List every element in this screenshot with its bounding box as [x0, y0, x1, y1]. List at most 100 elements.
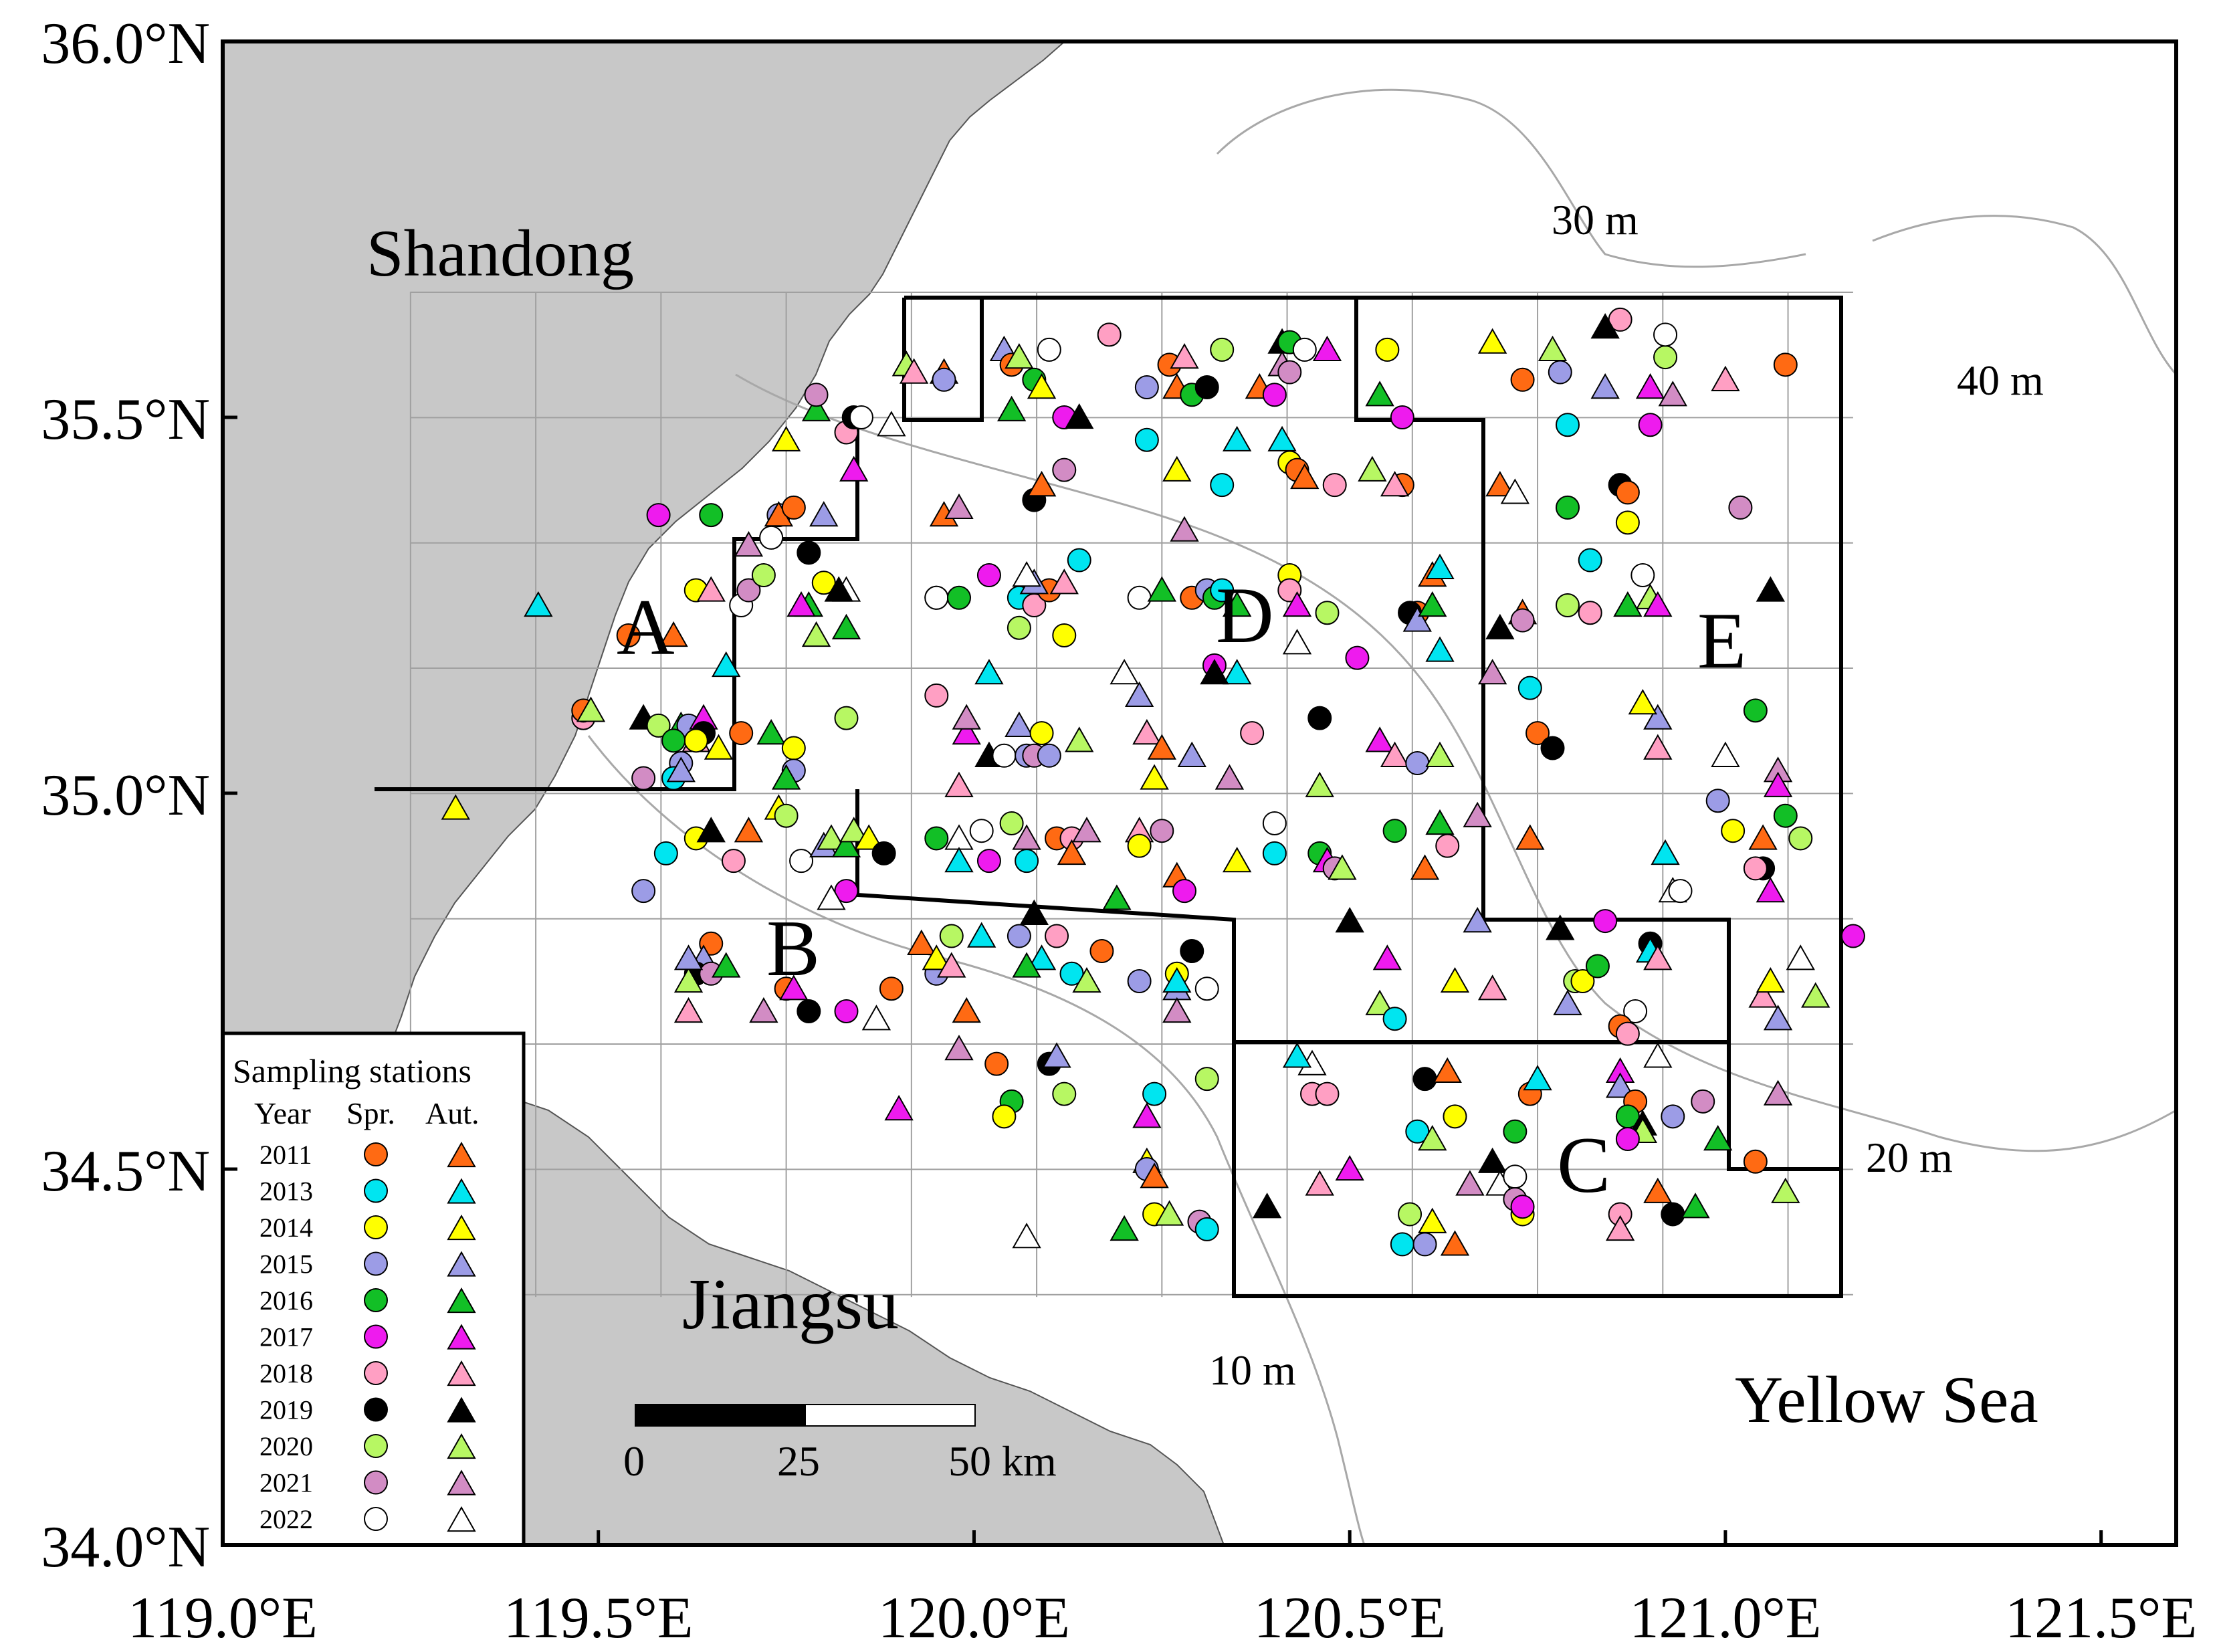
isobath-40m-line: [1872, 215, 2178, 376]
station-circle-2015: [1007, 924, 1031, 948]
station-circle-2018: [721, 849, 746, 873]
station-circle-2021: [1510, 608, 1535, 633]
station-circle-2018: [1240, 721, 1265, 746]
station-circle-2011: [984, 1051, 1009, 1076]
station-triangle-2015: [1402, 606, 1432, 632]
station-triangle-2020: [1418, 1125, 1447, 1151]
station-triangle-2022: [1282, 629, 1312, 655]
legend-autumn-marker: [447, 1324, 476, 1350]
station-circle-2020: [834, 706, 859, 730]
station-triangle-2013: [974, 659, 1004, 685]
y-tick-label: 36.0°N: [41, 11, 210, 76]
station-circle-2011: [879, 976, 904, 1001]
station-circle-2016: [946, 585, 971, 610]
isobath-label-40m: 40 m: [1957, 356, 2044, 404]
station-triangle-2013: [1267, 425, 1297, 451]
legend-autumn-marker: [447, 1141, 476, 1168]
legend-spring-marker: [364, 1324, 388, 1349]
station-triangle-2016: [831, 831, 861, 857]
station-circle-2017: [1390, 405, 1414, 429]
station-triangle-2014: [1162, 455, 1192, 482]
station-circle-2022: [969, 819, 994, 843]
station-triangle-2021: [749, 997, 778, 1023]
station-circle-2018: [924, 683, 949, 708]
station-triangle-2020: [1328, 854, 1357, 880]
station-triangle-2019: [1065, 403, 1094, 429]
station-circle-2022: [924, 585, 949, 610]
station-circle-2018: [1097, 322, 1122, 347]
station-triangle-2019: [1546, 914, 1575, 940]
station-circle-2017: [1615, 1127, 1640, 1152]
station-circle-2014: [1029, 721, 1054, 746]
station-circle-2022: [992, 743, 1017, 768]
station-triangle-2020: [1538, 335, 1568, 361]
station-circle-2020: [1398, 1202, 1422, 1227]
station-circle-2014: [1127, 833, 1152, 858]
station-circle-2011: [1510, 367, 1535, 392]
station-circle-2013: [1067, 548, 1091, 573]
station-triangle-2014: [771, 425, 801, 451]
legend-year-label: 2021: [259, 1468, 313, 1498]
y-tick-label: 35.0°N: [41, 763, 210, 828]
station-triangle-2013: [1425, 553, 1455, 579]
station-triangle-2018: [1605, 1215, 1635, 1241]
station-triangle-2016: [1110, 1215, 1139, 1241]
station-circle-2020: [939, 924, 964, 948]
station-triangle-2016: [1365, 381, 1394, 407]
station-circle-2014: [1570, 969, 1595, 993]
station-triangle-2011: [1643, 1177, 1673, 1203]
scale-label-50: 50 km: [948, 1437, 1057, 1485]
isobath-label-10m: 10 m: [1209, 1346, 1296, 1394]
station-circle-2013: [653, 841, 678, 865]
station-circle-2017: [976, 849, 1001, 873]
station-triangle-2017: [1132, 1102, 1162, 1128]
legend-year-label: 2018: [259, 1358, 313, 1388]
station-triangle-2018: [899, 358, 929, 384]
scale-label-0: 0: [623, 1437, 645, 1485]
station-triangle-2013: [1523, 1065, 1552, 1091]
station-triangle-2020: [1305, 771, 1334, 797]
station-circle-2016: [1585, 954, 1610, 978]
station-circle-2022: [1503, 1164, 1527, 1189]
station-triangle-2015: [1643, 704, 1673, 730]
legend-year-label: 2019: [259, 1395, 313, 1425]
x-tick-label: 121.5°E: [2005, 1586, 2197, 1651]
station-circle-2020: [774, 803, 799, 828]
station-circle-2019: [1194, 375, 1219, 400]
station-triangle-2020: [1154, 1200, 1184, 1226]
place-label-jiangsu: Jiangsu: [682, 1265, 899, 1344]
station-circle-2011: [1525, 721, 1550, 746]
station-circle-2020: [1052, 1081, 1077, 1106]
station-triangle-2022: [1110, 659, 1139, 685]
station-triangle-2011: [1440, 1230, 1470, 1256]
station-circle-2021: [631, 766, 656, 791]
station-triangle-2013: [1223, 425, 1252, 451]
station-triangle-2015: [1605, 1072, 1635, 1098]
station-triangle-2022: [1786, 944, 1815, 970]
station-circle-2016: [1382, 819, 1407, 843]
station-triangle-2020: [839, 817, 869, 843]
station-triangle-2022: [877, 411, 906, 437]
station-circle-2011: [781, 495, 806, 520]
legend-year-label: 2014: [259, 1213, 313, 1243]
station-triangle-2020: [673, 966, 704, 993]
station-circle-2014: [1721, 819, 1746, 843]
station-triangle-2022: [817, 884, 846, 910]
station-triangle-2017: [952, 719, 981, 745]
station-triangle-2015: [1590, 373, 1620, 399]
station-circle-2015: [1548, 360, 1572, 385]
station-triangle-2021: [1162, 997, 1192, 1023]
station-circle-2015: [631, 879, 656, 904]
station-circle-2022: [789, 849, 814, 873]
station-circle-2019: [797, 540, 821, 565]
station-triangle-2015: [1763, 1005, 1793, 1031]
scale-bar-white: [805, 1404, 976, 1427]
station-triangle-2013: [1282, 1042, 1312, 1068]
legend-autumn-marker: [447, 1506, 476, 1532]
station-triangle-2020: [576, 696, 606, 722]
legend-autumn-marker: [447, 1287, 476, 1314]
station-triangle-2021: [1463, 801, 1492, 827]
station-triangle-2016: [831, 613, 861, 639]
station-triangle-2022: [861, 1005, 891, 1031]
station-circle-2021: [736, 578, 761, 603]
